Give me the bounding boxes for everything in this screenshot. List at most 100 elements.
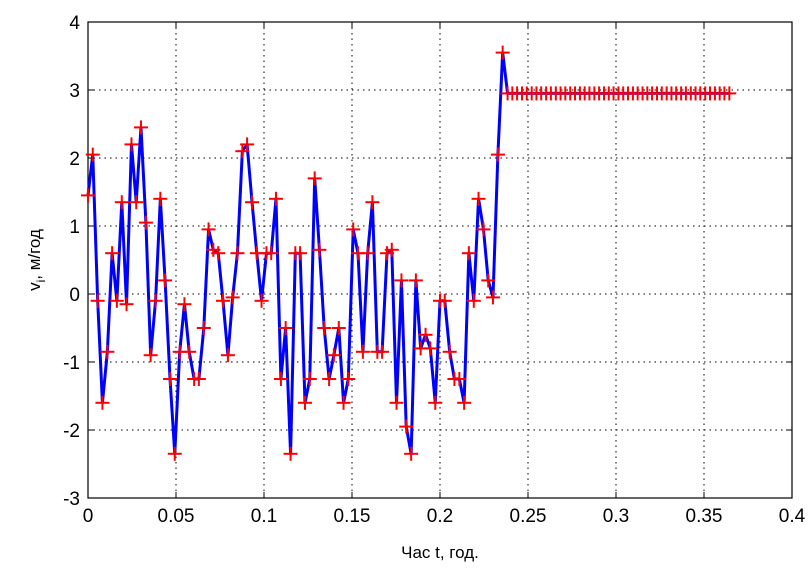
data-point-marker xyxy=(495,45,510,60)
data-series xyxy=(81,45,737,461)
data-point-marker xyxy=(298,395,313,410)
data-point-marker xyxy=(461,246,476,261)
x-axis-title: Час t, год. xyxy=(401,543,479,562)
y-tick-label: -3 xyxy=(63,489,80,510)
data-point-marker xyxy=(375,344,390,359)
data-point-marker xyxy=(143,348,158,363)
data-point-marker xyxy=(365,195,380,210)
data-point-marker xyxy=(240,137,255,152)
data-point-marker xyxy=(336,395,351,410)
data-point-marker xyxy=(307,171,322,186)
data-point-marker xyxy=(95,395,110,410)
x-axis-ticks: 0 0.05 0.1 0.15 0.2 0.25 0.3 0.35 0.4 xyxy=(83,22,806,527)
data-point-marker xyxy=(341,372,356,386)
y-axis-title-symbol: v xyxy=(25,282,44,291)
data-point-marker xyxy=(722,86,737,101)
data-point-marker xyxy=(428,395,443,410)
data-point-marker xyxy=(254,293,269,308)
data-point-marker xyxy=(273,372,288,386)
data-point-marker xyxy=(109,293,124,308)
data-point-marker xyxy=(114,195,129,210)
data-point-marker xyxy=(466,293,481,308)
x-tick-label: 0.3 xyxy=(603,506,629,527)
data-point-marker xyxy=(394,273,409,288)
data-point-marker xyxy=(167,446,182,461)
data-point-marker xyxy=(471,191,486,206)
y-tick-label: -2 xyxy=(63,421,80,442)
data-point-marker xyxy=(312,242,327,257)
data-point-marker xyxy=(457,395,472,410)
data-point-marker xyxy=(360,246,375,261)
data-point-marker xyxy=(158,273,173,288)
data-point-marker xyxy=(225,290,240,305)
data-point-marker xyxy=(408,273,423,288)
data-point-marker xyxy=(326,348,341,363)
x-tick-label: 0.35 xyxy=(686,506,723,527)
data-point-marker xyxy=(283,446,298,461)
y-axis-title: vi, м/год xyxy=(25,229,48,291)
data-point-marker xyxy=(452,372,467,386)
data-point-marker xyxy=(389,395,404,410)
data-point-marker xyxy=(442,344,457,359)
data-point-marker xyxy=(105,246,120,261)
data-point-marker xyxy=(196,321,211,335)
data-point-marker xyxy=(423,341,438,356)
data-point-marker xyxy=(119,297,134,312)
y-tick-label: 4 xyxy=(69,13,80,34)
data-point-marker xyxy=(81,188,95,203)
x-tick-label: 0 xyxy=(83,506,94,527)
data-point-marker xyxy=(404,446,419,461)
data-point-marker xyxy=(133,120,148,135)
data-point-marker xyxy=(153,191,168,206)
data-point-marker xyxy=(346,222,361,237)
y-tick-label: 0 xyxy=(69,285,80,306)
data-point-marker xyxy=(437,293,452,308)
x-tick-label: 0.4 xyxy=(779,506,806,527)
x-tick-label: 0.05 xyxy=(158,506,195,527)
data-point-marker xyxy=(418,327,433,342)
data-point-marker xyxy=(148,293,163,308)
data-point-marker xyxy=(215,293,230,308)
y-axis-title-units: , м/год xyxy=(25,229,44,280)
data-point-marker xyxy=(355,344,370,359)
data-point-marker xyxy=(138,215,153,230)
y-axis-title-subscript: i xyxy=(34,280,48,283)
y-tick-label: 1 xyxy=(69,217,80,238)
data-point-marker xyxy=(182,344,197,359)
data-point-marker xyxy=(264,246,279,261)
y-axis-ticks: -3 -2 -1 0 1 2 3 4 xyxy=(63,13,792,510)
data-point-marker xyxy=(384,242,399,257)
data-point-marker xyxy=(201,222,216,237)
x-tick-label: 0.2 xyxy=(427,506,453,527)
data-point-marker xyxy=(191,372,206,386)
x-tick-label: 0.1 xyxy=(251,506,277,527)
data-point-marker xyxy=(490,147,505,162)
y-tick-label: 3 xyxy=(69,81,80,102)
y-tick-label: -1 xyxy=(63,353,80,374)
data-point-marker xyxy=(245,195,260,210)
data-point-marker xyxy=(331,321,346,335)
x-tick-label: 0.15 xyxy=(334,506,371,527)
data-point-marker xyxy=(129,195,144,210)
data-point-marker xyxy=(399,419,414,434)
data-point-marker xyxy=(278,321,293,335)
x-tick-label: 0.25 xyxy=(510,506,547,527)
data-point-marker xyxy=(90,293,105,308)
data-point-marker xyxy=(302,372,317,386)
data-point-marker xyxy=(293,246,308,261)
data-point-marker xyxy=(476,222,491,237)
data-point-marker xyxy=(317,321,332,335)
data-point-marker xyxy=(322,372,337,386)
data-point-marker xyxy=(85,147,100,162)
data-point-marker xyxy=(220,348,235,363)
data-point-marker xyxy=(100,344,115,359)
data-point-marker xyxy=(485,290,500,305)
data-point-marker xyxy=(124,137,139,152)
data-point-marker xyxy=(211,246,226,261)
data-point-marker xyxy=(230,246,245,261)
y-tick-label: 2 xyxy=(69,149,80,170)
data-point-marker xyxy=(268,191,283,206)
data-point-marker xyxy=(481,273,496,288)
data-point-marker xyxy=(177,297,192,312)
